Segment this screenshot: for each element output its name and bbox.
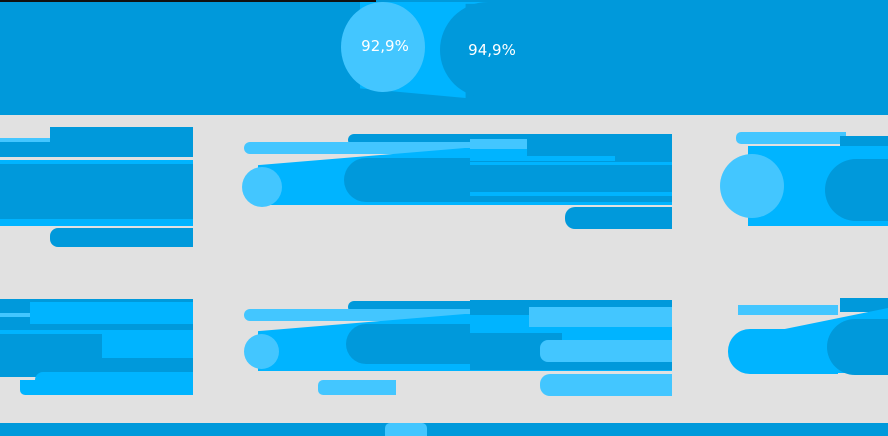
text-line <box>0 219 193 226</box>
bottom-strip-right <box>318 380 396 395</box>
panel-r2c3 <box>470 300 673 400</box>
text-line <box>50 228 193 247</box>
bubble-right <box>825 159 888 221</box>
text-line <box>470 192 672 196</box>
text-line <box>470 156 615 161</box>
panel-r1c1 <box>0 115 195 247</box>
bubble-left <box>244 334 279 369</box>
bubble-right <box>827 319 888 375</box>
text-line <box>30 302 193 324</box>
header-top-line <box>0 0 376 2</box>
bubble-left <box>728 329 838 374</box>
label-right <box>840 136 888 148</box>
header-left-value: 92,9% <box>361 37 409 55</box>
text-line <box>0 330 193 334</box>
text-line <box>0 164 193 219</box>
bubble-left <box>720 154 784 218</box>
panel-r1c4 <box>718 130 888 226</box>
header-bubble-left: 92,9% <box>341 2 425 92</box>
label-left <box>736 132 846 144</box>
label-right <box>840 298 888 312</box>
text-line <box>529 307 672 327</box>
panel-r1c3 <box>470 134 673 234</box>
text-line <box>102 334 193 358</box>
bottom-strip-left <box>20 380 113 395</box>
text-line <box>565 207 672 229</box>
text-line <box>0 160 193 164</box>
text-line <box>0 142 193 157</box>
footer-pill-right <box>456 423 888 436</box>
text-line <box>470 162 672 165</box>
label-left <box>738 305 838 315</box>
bubble-left <box>242 167 282 207</box>
text-line <box>470 149 527 156</box>
text-line <box>0 138 50 142</box>
header-right-value: 94,9% <box>468 41 516 59</box>
text-line <box>540 340 672 362</box>
text-line <box>470 139 527 149</box>
panel-r2c4 <box>718 296 888 386</box>
text-line <box>0 313 30 317</box>
header-bubble-right: 94,9% <box>440 2 888 98</box>
text-line <box>540 374 672 396</box>
footer-pill-left <box>385 423 427 436</box>
